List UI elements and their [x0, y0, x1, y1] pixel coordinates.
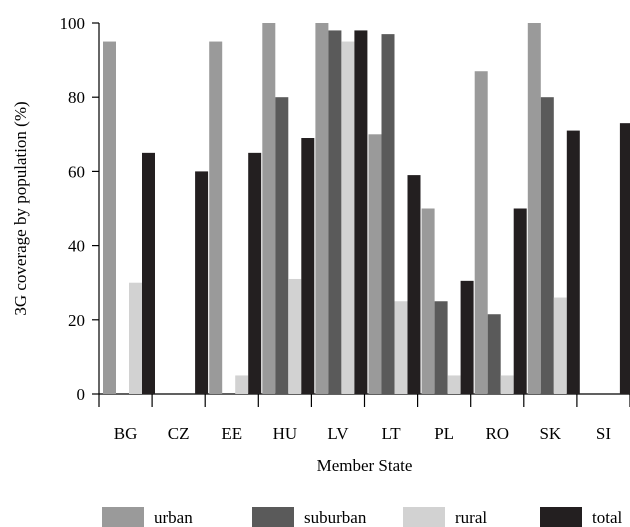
legend-label-suburban: suburban: [304, 508, 367, 527]
x-tick-label: HU: [273, 424, 298, 443]
legend-swatch-suburban: [252, 507, 294, 527]
legend-swatch-urban: [102, 507, 144, 527]
y-tick-label: 100: [60, 14, 86, 33]
bar-suburban-pl: [434, 301, 448, 394]
bar-total-sk: [566, 130, 580, 394]
bar-rural-bg: [129, 282, 142, 394]
y-tick-label: 20: [68, 311, 85, 330]
bar-urban-pl: [421, 208, 435, 394]
legend-swatch-total: [540, 507, 582, 527]
bar-total-bg: [142, 152, 155, 394]
legend-swatch-rural: [403, 507, 445, 527]
bar-urban-sk: [527, 23, 541, 394]
bar-total-hu: [301, 138, 315, 394]
bar-rural-pl: [447, 375, 461, 394]
bar-urban-lv: [315, 23, 329, 394]
legend-label-total: total: [592, 508, 622, 527]
bar-suburban-lv: [328, 30, 342, 394]
bar-total-ro: [513, 208, 527, 394]
x-axis-title: Member State: [317, 456, 413, 475]
bar-suburban-hu: [275, 97, 289, 394]
legend-label-rural: rural: [455, 508, 487, 527]
x-tick-label: EE: [221, 424, 242, 443]
x-tick-label: LT: [381, 424, 401, 443]
x-tick-label: PL: [434, 424, 454, 443]
bar-total-lt: [407, 175, 421, 394]
x-tick-label: LV: [327, 424, 349, 443]
bar-suburban-lt: [381, 34, 395, 394]
bar-rural-lt: [394, 301, 408, 394]
bar-total-lv: [354, 30, 368, 394]
x-tick-label: BG: [114, 424, 138, 443]
x-axis-ticks: BG CZ EE HU LV LT PL RO SK SI: [98, 394, 630, 443]
bar-suburban-ro: [487, 314, 501, 394]
bar-rural-hu: [288, 278, 302, 394]
y-tick-label: 40: [68, 237, 85, 256]
y-tick-label: 0: [77, 385, 86, 404]
x-tick-label: CZ: [168, 424, 190, 443]
bar-total-ee: [248, 152, 262, 394]
bar-urban-bg: [103, 41, 116, 395]
x-tick-label: SK: [539, 424, 561, 443]
bar-total-si: [619, 123, 630, 395]
bar-total-cz: [195, 171, 209, 394]
legend: urban suburban rural total: [102, 507, 622, 527]
y-axis-title: 3G coverage by population (%): [11, 101, 30, 315]
bar-suburban-sk: [540, 97, 554, 394]
bar-urban-ee: [209, 41, 223, 395]
bar-rural-ee: [235, 375, 249, 394]
bar-total-pl: [460, 280, 474, 394]
bar-urban-lt: [368, 134, 382, 395]
x-tick-label: SI: [596, 424, 611, 443]
y-tick-label: 80: [68, 88, 85, 107]
y-axis-ticks: 0 20 40 60 80 100: [60, 14, 99, 404]
x-tick-label: RO: [485, 424, 509, 443]
bar-urban-hu: [262, 23, 276, 394]
bar-rural-sk: [553, 297, 567, 394]
legend-label-urban: urban: [154, 508, 193, 527]
bars: [103, 23, 630, 395]
bar-rural-lv: [341, 41, 355, 395]
bar-rural-ro: [500, 375, 514, 394]
y-tick-label: 60: [68, 162, 85, 181]
bar-urban-ro: [474, 71, 488, 394]
